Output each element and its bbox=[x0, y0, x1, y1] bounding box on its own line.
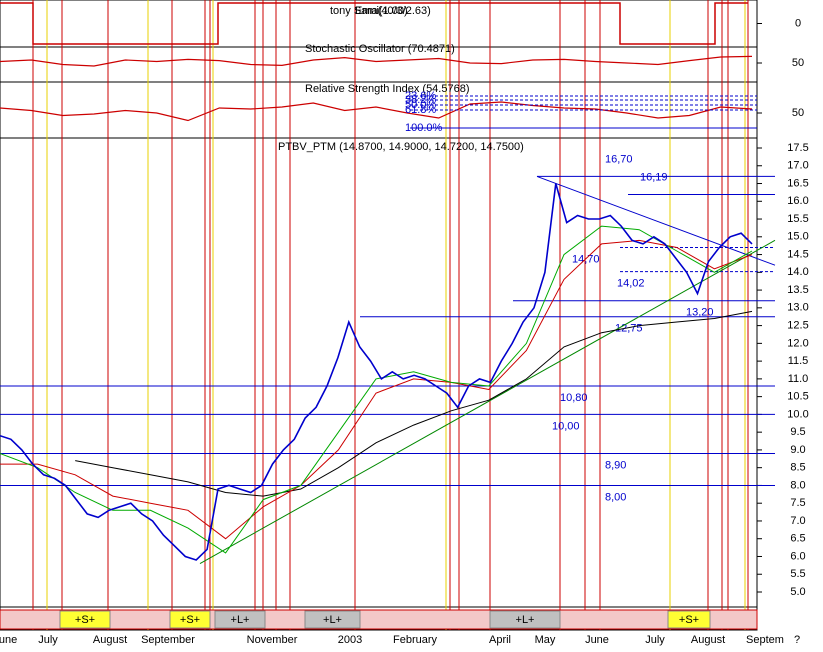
signal-label: +L+ bbox=[516, 614, 535, 626]
x-tick-label: August bbox=[93, 634, 127, 646]
y-tick-label: 9.0 bbox=[790, 444, 805, 456]
y-tick-label: 14.5 bbox=[787, 248, 808, 260]
y-tick-label: 0 bbox=[795, 17, 801, 29]
signal-box bbox=[214, 610, 266, 629]
y-tick-label: 15.5 bbox=[787, 213, 808, 225]
fib-label: 50.0% bbox=[405, 99, 436, 111]
signal-label: +L+ bbox=[323, 614, 342, 626]
y-tick-label: 6.5 bbox=[790, 533, 805, 545]
y-tick-label: 11.0 bbox=[788, 373, 809, 385]
level-label: 14,02 bbox=[617, 278, 645, 290]
signal-box bbox=[59, 610, 111, 629]
trendline bbox=[536, 175, 776, 266]
y-tick-label: 16.5 bbox=[787, 177, 808, 189]
level-label: 13,20 bbox=[686, 307, 714, 319]
y-tick-label: 14.0 bbox=[787, 266, 808, 278]
signal-label: +S+ bbox=[180, 614, 200, 626]
fib-label: 100.0% bbox=[405, 122, 443, 134]
y-tick-label: 12.0 bbox=[787, 337, 808, 349]
x-tick-label: Septem bbox=[746, 634, 784, 646]
y-tick-label: 17.0 bbox=[787, 160, 808, 172]
signal-box bbox=[667, 610, 711, 629]
fib-label: 61.8% bbox=[405, 104, 436, 116]
signal-box bbox=[489, 610, 561, 629]
signal-label: +L+ bbox=[231, 614, 250, 626]
signal-box bbox=[169, 610, 211, 629]
moving-average bbox=[0, 239, 753, 540]
x-tick-label: August bbox=[691, 634, 725, 646]
indicator-line bbox=[0, 55, 753, 67]
x-tick-label: September bbox=[141, 634, 195, 646]
indicator-line bbox=[0, 101, 753, 122]
y-tick-label: 10.5 bbox=[787, 391, 808, 403]
y-tick-label: 5.0 bbox=[790, 586, 805, 598]
price-line bbox=[0, 183, 753, 561]
y-tick-label: 8.0 bbox=[790, 479, 805, 491]
signal-strip bbox=[0, 609, 758, 630]
level-label: 8,00 bbox=[605, 491, 626, 503]
y-tick-label: 7.0 bbox=[790, 515, 805, 527]
moving-average bbox=[75, 310, 753, 497]
y-tick-label: 5.5 bbox=[790, 568, 805, 580]
fib-label: 23.6% bbox=[405, 90, 436, 102]
y-tick-label: 15.0 bbox=[787, 231, 808, 243]
x-tick-label: February bbox=[393, 634, 438, 646]
signal-label: +S+ bbox=[75, 614, 95, 626]
y-tick-label: 50 bbox=[792, 107, 804, 119]
x-tick-label: November bbox=[247, 634, 298, 646]
level-label: 12,75 bbox=[615, 323, 643, 335]
fib-label: 38.2% bbox=[405, 94, 436, 106]
corner-label: ? bbox=[794, 634, 800, 646]
x-tick-label: April bbox=[489, 634, 511, 646]
y-tick-label: 10.0 bbox=[787, 408, 808, 420]
panel-title: Relative Strength Index (54.5768) bbox=[305, 83, 470, 95]
level-label: 8,90 bbox=[605, 459, 626, 471]
chart-title: PTBV_PTM (14.8700, 14.9000, 14.7200, 14.… bbox=[278, 141, 524, 153]
y-tick-label: 16.0 bbox=[787, 195, 808, 207]
trendline bbox=[199, 239, 776, 565]
y-tick-label: 6.0 bbox=[790, 550, 805, 562]
y-tick-label: 11.5 bbox=[788, 355, 809, 367]
x-tick-label: June bbox=[585, 634, 609, 646]
x-tick-label: une bbox=[0, 634, 17, 646]
level-label: 10,00 bbox=[552, 420, 580, 432]
y-tick-label: 50 bbox=[792, 57, 804, 69]
y-tick-label: 8.5 bbox=[790, 462, 805, 474]
data-layer: 0 tony Sami(1.00)Ema(40/3/2.63) 50 Stochast… bbox=[0, 2, 809, 646]
y-tick-label: 9.5 bbox=[790, 426, 805, 438]
y-tick-label: 13.5 bbox=[787, 284, 808, 296]
x-tick-label: July bbox=[38, 634, 58, 646]
panel-title: Stochastic Oscillator (70.4871) bbox=[305, 43, 455, 55]
signal-box bbox=[304, 610, 361, 629]
panel-subtitle: Ema(40/3/2.63) bbox=[355, 5, 431, 17]
y-tick-label: 12.5 bbox=[787, 320, 808, 332]
indicator-line bbox=[0, 2, 748, 45]
y-tick-label: 7.5 bbox=[790, 497, 805, 509]
signal-label: +S+ bbox=[679, 614, 699, 626]
level-label: 10,80 bbox=[560, 392, 588, 404]
x-tick-label: 2003 bbox=[338, 634, 362, 646]
level-label: 16,19 bbox=[640, 171, 668, 183]
y-tick-label: 17.5 bbox=[787, 142, 808, 154]
level-label: 16,70 bbox=[605, 153, 633, 165]
y-tick-label: 13.0 bbox=[787, 302, 808, 314]
panel-title: tony Sami(1.00) bbox=[330, 5, 408, 17]
moving-average bbox=[0, 225, 753, 554]
x-tick-label: July bbox=[645, 634, 665, 646]
x-tick-label: May bbox=[535, 634, 556, 646]
